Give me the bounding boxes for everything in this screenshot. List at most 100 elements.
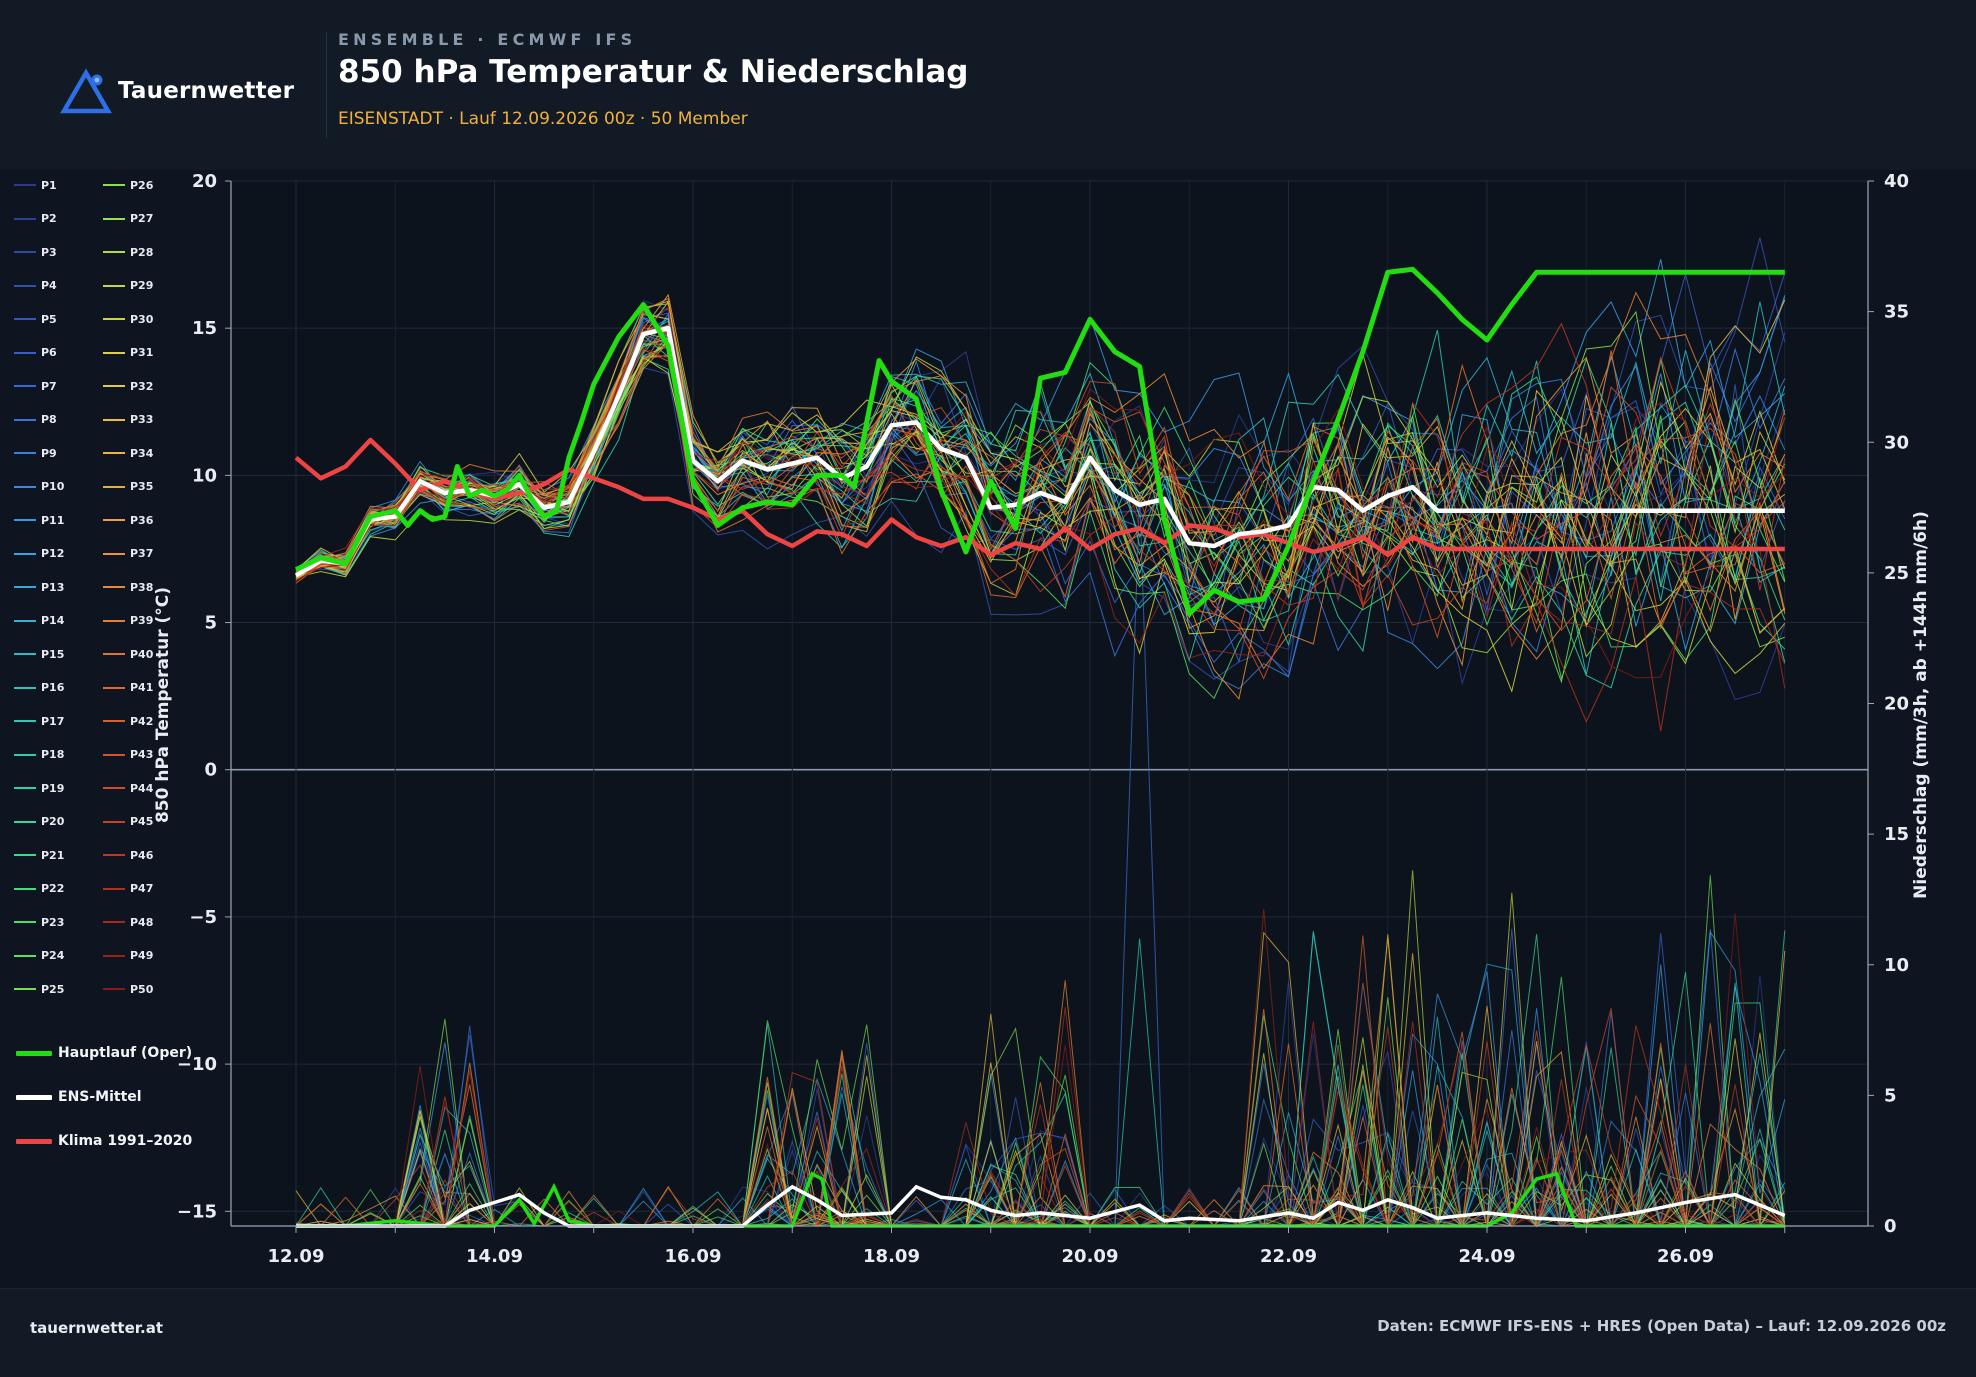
member-temp-line xyxy=(295,303,1785,648)
legend-member-item[interactable]: P40 xyxy=(103,647,153,661)
legend-member-item[interactable]: P47 xyxy=(103,882,153,896)
legend-swatch xyxy=(103,619,125,622)
legend-member-item[interactable]: P20 xyxy=(14,815,64,829)
legend-member-item[interactable]: P1 xyxy=(14,178,57,192)
legend-swatch xyxy=(14,854,36,856)
legend-member-label: P2 xyxy=(41,212,57,225)
legend-member-item[interactable]: P24 xyxy=(14,949,64,963)
legend-member-label: P50 xyxy=(130,982,154,996)
legend-member-item[interactable]: P21 xyxy=(14,848,64,862)
x-tick-label: 22.09 xyxy=(1260,1246,1317,1267)
legend-member-item[interactable]: P11 xyxy=(14,513,64,527)
legend-member-item[interactable]: P19 xyxy=(14,781,64,795)
legend-swatch xyxy=(103,787,125,789)
legend-member-item[interactable]: P30 xyxy=(103,312,153,326)
x-tick-label: 26.09 xyxy=(1657,1246,1714,1267)
legend-member-item[interactable]: P45 xyxy=(103,815,153,829)
y-tick-label: 20 xyxy=(192,171,217,192)
legend-member-item[interactable]: P18 xyxy=(14,748,64,762)
legend-swatch xyxy=(103,385,125,387)
logo[interactable]: Tauernwetter xyxy=(60,66,294,116)
legend-member-label: P31 xyxy=(130,346,154,359)
legend-member-item[interactable]: P12 xyxy=(14,547,64,561)
member-temp-line xyxy=(295,300,1786,693)
legend-member-label: P49 xyxy=(130,949,154,962)
legend-swatch xyxy=(103,251,125,253)
legend-member-item[interactable]: P44 xyxy=(103,781,153,795)
legend-swatch xyxy=(14,586,36,588)
legend-swatch xyxy=(14,452,36,454)
legend-member-item[interactable]: P28 xyxy=(103,245,153,259)
legend-member-item[interactable]: P3 xyxy=(14,245,57,259)
legend-member-item[interactable]: P8 xyxy=(14,413,57,427)
legend-member-item[interactable]: P27 xyxy=(103,212,153,226)
legend-member-item[interactable]: P39 xyxy=(103,614,153,628)
x-tick-label: 18.09 xyxy=(863,1246,920,1267)
legend-swatch xyxy=(14,184,36,186)
member-temp-line xyxy=(295,355,1786,665)
legend-member-item[interactable]: P35 xyxy=(103,480,153,494)
legend-member-label: P48 xyxy=(130,915,154,929)
legend-member-label: P9 xyxy=(41,446,57,460)
legend-swatch xyxy=(103,820,125,823)
legend-member-item[interactable]: P50 xyxy=(103,982,153,996)
legend-oper[interactable]: Hauptlauf (Oper) xyxy=(16,1043,192,1063)
legend-member-label: P41 xyxy=(130,681,154,694)
legend-member-item[interactable]: P10 xyxy=(14,480,64,494)
oper-line xyxy=(294,266,1785,617)
legend-member-item[interactable]: P31 xyxy=(103,346,153,360)
legend-member-label: P27 xyxy=(130,212,154,225)
legend-member-item[interactable]: P37 xyxy=(103,547,153,561)
legend-member-label: P23 xyxy=(41,915,65,929)
y-tick-label: 10 xyxy=(192,465,217,486)
legend-member-item[interactable]: P23 xyxy=(14,915,64,929)
legend-member-label: P21 xyxy=(41,848,65,862)
legend-mean[interactable]: ENS-Mittel xyxy=(16,1087,142,1107)
y2-tick-label: 15 xyxy=(1884,824,1909,845)
legend-swatch xyxy=(103,184,125,186)
legend-member-label: P6 xyxy=(41,346,57,359)
legend-member-item[interactable]: P32 xyxy=(103,379,153,393)
legend-label: ENS-Mittel xyxy=(58,1089,142,1105)
legend-member-item[interactable]: P41 xyxy=(103,681,153,695)
legend-member-item[interactable]: P13 xyxy=(14,580,64,594)
legend-member-item[interactable]: P38 xyxy=(103,580,153,594)
y2-tick-label: 30 xyxy=(1884,432,1909,453)
legend-member-item[interactable]: P5 xyxy=(14,312,57,326)
legend-member-item[interactable]: P29 xyxy=(103,279,153,293)
y-tick-label: 15 xyxy=(192,318,217,339)
legend-member-item[interactable]: P42 xyxy=(103,714,153,728)
legend-member-item[interactable]: P17 xyxy=(14,714,64,728)
legend-member-item[interactable]: P43 xyxy=(103,748,153,762)
y-tick-label: −15 xyxy=(177,1201,217,1222)
legend-member-item[interactable]: P48 xyxy=(103,915,153,929)
legend-member-item[interactable]: P33 xyxy=(103,413,153,427)
legend-member-item[interactable]: P7 xyxy=(14,379,57,393)
legend-member-label: P3 xyxy=(41,245,57,259)
legend-member-item[interactable]: P9 xyxy=(14,446,57,460)
legend-member-item[interactable]: P25 xyxy=(14,982,64,996)
legend-member-label: P47 xyxy=(130,882,154,895)
legend-member-item[interactable]: P6 xyxy=(14,346,57,360)
legend-member-item[interactable]: P4 xyxy=(14,279,57,293)
legend-member-item[interactable]: P49 xyxy=(103,949,153,963)
y-tick-label: −5 xyxy=(189,907,217,928)
legend-member-item[interactable]: P34 xyxy=(103,446,153,460)
footer: tauernwetter.at Daten: ECMWF IFS-ENS + H… xyxy=(0,1288,1976,1377)
member-temp-line xyxy=(295,332,1786,611)
legend-member-item[interactable]: P14 xyxy=(14,614,64,628)
x-tick-label: 16.09 xyxy=(665,1246,722,1267)
legend-member-item[interactable]: P22 xyxy=(14,882,64,896)
footer-site-link[interactable]: tauernwetter.at xyxy=(30,1319,164,1337)
legend-swatch xyxy=(103,552,125,555)
y2-axis-title: Niederschlag (mm/3h, ab +144h mm/6h) xyxy=(1911,511,1931,899)
legend-member-item[interactable]: P16 xyxy=(14,681,64,695)
legend-member-item[interactable]: P36 xyxy=(103,513,153,527)
legend-member-item[interactable]: P2 xyxy=(14,212,57,226)
y-tick-label: 0 xyxy=(204,760,217,781)
legend-member-item[interactable]: P26 xyxy=(103,178,153,192)
legend-member-item[interactable]: P46 xyxy=(103,848,153,862)
legend-member-item[interactable]: P15 xyxy=(14,647,64,661)
legend-climate[interactable]: Klima 1991–2020 xyxy=(16,1131,192,1151)
legend-swatch xyxy=(103,418,125,421)
